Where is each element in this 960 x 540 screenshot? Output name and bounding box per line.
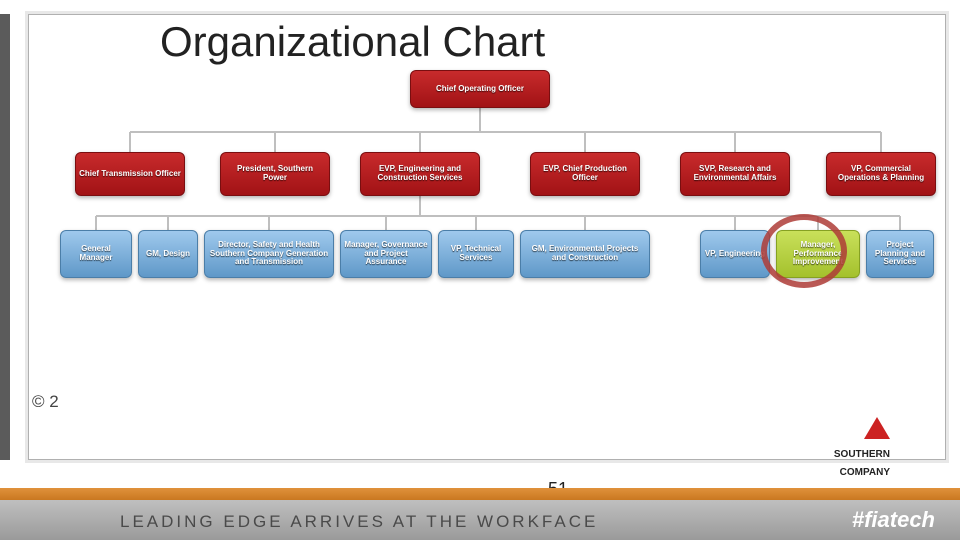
org-node: SVP, Research and Environmental Affairs bbox=[680, 152, 790, 196]
highlight-circle bbox=[761, 214, 847, 288]
triangle-icon bbox=[864, 417, 890, 439]
org-node: VP, Commercial Operations & Planning bbox=[826, 152, 936, 196]
company-logo: SOUTHERN COMPANY bbox=[834, 417, 890, 480]
org-node: General Manager bbox=[60, 230, 132, 278]
footer-tagline: LEADING EDGE ARRIVES AT THE WORKFACE bbox=[120, 512, 598, 532]
org-node: VP, Technical Services bbox=[438, 230, 514, 278]
footer-hashtag: #fiatech bbox=[852, 507, 935, 533]
org-node: EVP, Chief Production Officer bbox=[530, 152, 640, 196]
page-title: Organizational Chart bbox=[160, 18, 545, 66]
footer: LEADING EDGE ARRIVES AT THE WORKFACE #fi… bbox=[0, 478, 960, 540]
org-node: Director, Safety and Health Southern Com… bbox=[204, 230, 334, 278]
copyright: © 2 bbox=[32, 392, 59, 412]
org-node: GM, Environmental Projects and Construct… bbox=[520, 230, 650, 278]
org-node: Manager, Governance and Project Assuranc… bbox=[340, 230, 432, 278]
logo-line1: SOUTHERN bbox=[834, 449, 890, 460]
org-node: Project Planning and Services bbox=[866, 230, 934, 278]
org-node: VP, Engineering bbox=[700, 230, 770, 278]
org-node: Chief Operating Officer bbox=[410, 70, 550, 108]
logo-line2: COMPANY bbox=[840, 467, 890, 478]
org-node: EVP, Engineering and Construction Servic… bbox=[360, 152, 480, 196]
org-node: Chief Transmission Officer bbox=[75, 152, 185, 196]
org-node: President, Southern Power bbox=[220, 152, 330, 196]
org-node: GM, Design bbox=[138, 230, 198, 278]
